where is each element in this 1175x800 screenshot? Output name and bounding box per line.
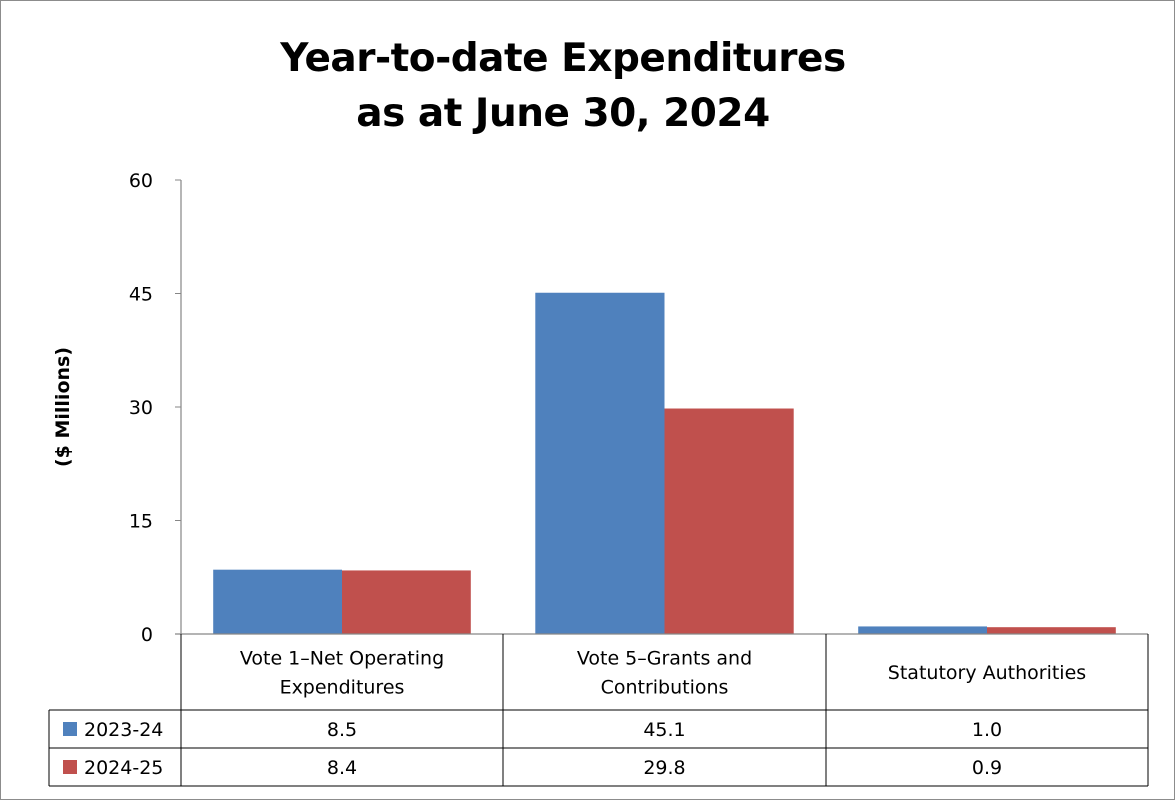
chart-title: Year-to-date Expenditures as at June 30, … — [279, 36, 846, 136]
axes — [175, 180, 1148, 635]
bar-2023-24-0 — [213, 569, 342, 634]
y-tick-label: 45 — [129, 284, 153, 306]
bar-2024-25-1 — [664, 408, 794, 634]
data-label: 0.9 — [972, 757, 1002, 779]
legend-entry: 2023-24 — [84, 719, 163, 741]
chart-title-line: as at June 30, 2024 — [356, 91, 769, 136]
y-tick-label: 15 — [129, 511, 153, 533]
y-axis-label-group: ($ Millions) — [52, 347, 74, 467]
category-label: Vote 5–Grants and — [577, 648, 752, 670]
legend-entry: 2024-25 — [84, 757, 163, 779]
data-label: 45.1 — [643, 719, 685, 741]
data-label: 8.4 — [327, 757, 357, 779]
data-table: Vote 1–Net Operating Expenditures Vote 5–G… — [48, 634, 1149, 787]
bar-2024-25-0 — [342, 570, 471, 634]
y-tick-label: 30 — [129, 397, 153, 419]
bar-2023-24-1 — [535, 292, 665, 634]
y-tick-label: 0 — [141, 624, 153, 646]
data-label: 1.0 — [972, 719, 1002, 741]
category-label: Vote 1–Net Operating — [240, 648, 444, 670]
legend-key-2024-25 — [63, 760, 77, 774]
chart-title-line: Year-to-date Expenditures — [279, 36, 845, 81]
bar-2024-25-2 — [987, 627, 1116, 634]
bars — [213, 292, 1116, 634]
category-label: Expenditures — [280, 677, 405, 699]
category-label: Statutory Authorities — [888, 662, 1086, 684]
bar-2023-24-2 — [858, 626, 987, 634]
y-axis-ticks: 0 15 30 45 60 — [129, 170, 181, 646]
category-label: Contributions — [601, 677, 729, 699]
data-label: 8.5 — [327, 719, 357, 741]
legend-key-2023-24 — [63, 722, 77, 736]
y-axis-label: ($ Millions) — [52, 347, 74, 467]
data-label: 29.8 — [643, 757, 685, 779]
y-tick-label: 60 — [129, 170, 153, 192]
